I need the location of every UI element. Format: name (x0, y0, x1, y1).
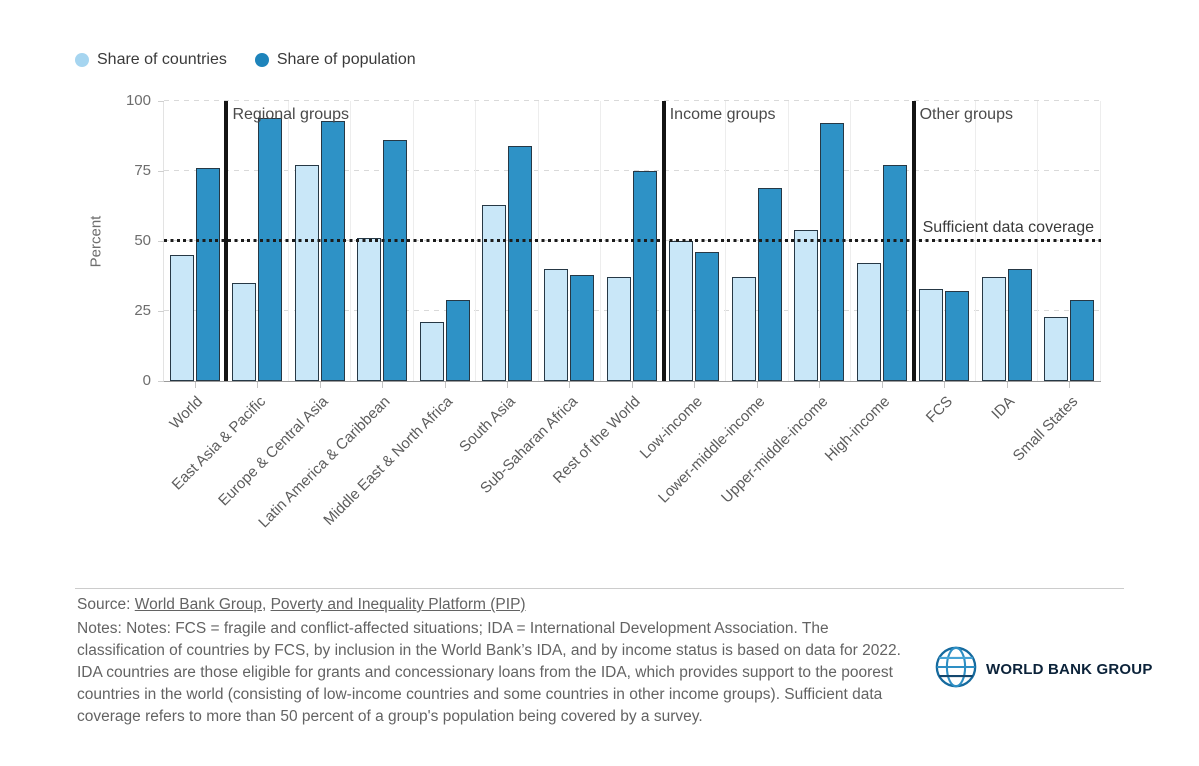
y-tick-mark-75 (158, 170, 164, 172)
sufficient-data-coverage-line (164, 239, 1101, 242)
group-label-other-groups: Other groups (919, 106, 1013, 123)
chart-legend: Share of countries Share of population (75, 51, 416, 69)
bar-population-ida (1007, 269, 1032, 381)
bar-population-south-asia (507, 145, 532, 381)
bar-population-small-states (1070, 299, 1095, 381)
separator-other-groups (911, 101, 916, 381)
bar-countries-rest-of-the-world (606, 277, 631, 381)
x-tick-label-ida: IDA (988, 393, 1019, 423)
y-tick-label-75: 75 (134, 162, 151, 179)
separator-income-groups (661, 101, 666, 381)
bar-countries-lower-middle-income (731, 277, 756, 381)
x-tick-label-upper-middle-income: Upper-middle-income (717, 393, 831, 507)
world-bank-globe-icon (933, 644, 979, 695)
bar-countries-middle-east-north-africa (419, 322, 444, 381)
x-tick-label-south-asia: South Asia (455, 393, 519, 456)
bar-population-rest-of-the-world (632, 171, 657, 381)
x-tick-label-europe-central-asia: Europe & Central Asia (214, 393, 332, 510)
legend-label-share-of-countries: Share of countries (97, 51, 227, 68)
source-prefix: Source: (77, 596, 135, 613)
category-rest-of-the-world (601, 101, 664, 388)
y-tick-label-25: 25 (134, 302, 151, 319)
x-tick-label-world: World (166, 393, 207, 433)
y-axis-tick-labels: 0 25 50 75 100 (0, 92, 156, 389)
bar-countries-world (169, 255, 194, 381)
bar-countries-europe-central-asia (294, 165, 319, 381)
bar-countries-high-income (856, 263, 881, 381)
x-tick-label-middle-east-north-africa: Middle East & North Africa (320, 393, 457, 529)
bar-population-europe-central-asia (320, 120, 345, 381)
category-world (164, 101, 227, 388)
x-tick-label-high-income: High-income (821, 393, 894, 465)
bar-countries-upper-middle-income (794, 229, 819, 381)
legend-item-share-of-population[interactable]: Share of population (254, 51, 416, 69)
legend-item-share-of-countries[interactable]: Share of countries (75, 51, 227, 69)
bar-population-latin-america-caribbean (383, 140, 408, 381)
bar-population-high-income (882, 165, 907, 381)
sufficient-data-coverage-label: Sufficient data coverage (922, 219, 1094, 236)
x-tick-label-latin-america-caribbean: Latin America & Caribbean (255, 393, 394, 532)
y-tick-mark-25 (158, 310, 164, 312)
category-latin-america-caribbean (351, 101, 414, 388)
gridline-25 (164, 310, 1101, 311)
bar-chart-plot-area: Sufficient data coverage Regional groups I… (158, 100, 1101, 388)
source-link-world-bank-group[interactable]: World Bank Group (134, 596, 262, 613)
category-lower-middle-income (726, 101, 789, 388)
bar-population-world (195, 168, 220, 381)
bar-countries-ida (981, 277, 1006, 381)
bar-population-fcs (945, 291, 970, 381)
gridline-75 (164, 170, 1101, 171)
x-tick-label-low-income: Low-income (636, 393, 706, 463)
source-separator: , (261, 596, 271, 613)
share-of-population-dot-icon (254, 53, 269, 67)
legend-label-share-of-population: Share of population (276, 51, 416, 68)
world-bank-logo-text: WORLD BANK GROUP (986, 661, 1153, 678)
x-tick-label-fcs: FCS (922, 393, 956, 427)
x-tick-label-small-states: Small States (1009, 393, 1081, 465)
bar-population-low-income (695, 252, 720, 381)
bar-countries-low-income (669, 241, 694, 381)
bar-countries-south-asia (481, 204, 506, 381)
gridline-100 (164, 100, 1101, 101)
group-label-income-groups: Income groups (669, 106, 776, 123)
source-line: Source: World Bank Group, Poverty and In… (77, 596, 526, 614)
x-axis-tick-labels: World East Asia & Pacific Europe & Central… (163, 383, 1100, 563)
group-label-regional-groups: Regional groups (232, 106, 349, 123)
source-link-pip[interactable]: Poverty and Inequality Platform (PIP) (270, 596, 526, 613)
separator-regional-groups (224, 101, 229, 381)
category-upper-middle-income (789, 101, 851, 388)
bar-countries-sub-saharan-africa (544, 269, 569, 381)
bar-population-middle-east-north-africa (445, 299, 470, 381)
bar-population-east-asia-pacific (258, 117, 283, 381)
y-tick-mark-100 (158, 100, 164, 102)
y-tick-label-0: 0 (142, 372, 151, 389)
category-ida (976, 101, 1039, 388)
category-middle-east-north-africa (414, 101, 477, 388)
bar-population-sub-saharan-africa (570, 274, 595, 381)
y-tick-mark-0 (158, 380, 164, 382)
bar-population-upper-middle-income (820, 123, 845, 381)
bar-countries-small-states (1044, 316, 1069, 381)
x-tick-label-lower-middle-income: Lower-middle-income (655, 393, 769, 507)
category-sub-saharan-africa (539, 101, 602, 388)
bar-countries-latin-america-caribbean (357, 238, 382, 381)
category-high-income (851, 101, 914, 388)
notes-paragraph: Notes: Notes: FCS = fragile and conflict… (77, 620, 901, 725)
y-tick-label-50: 50 (134, 232, 151, 249)
world-bank-group-logo: WORLD BANK GROUP (933, 644, 1153, 695)
footer-divider (75, 588, 1124, 589)
y-tick-label-100: 100 (125, 92, 151, 109)
share-of-countries-dot-icon (75, 53, 89, 67)
category-south-asia (476, 101, 539, 388)
bar-countries-east-asia-pacific (232, 283, 257, 381)
y-tick-mark-50 (158, 240, 164, 242)
bar-countries-fcs (919, 288, 944, 381)
bar-population-lower-middle-income (757, 187, 782, 381)
